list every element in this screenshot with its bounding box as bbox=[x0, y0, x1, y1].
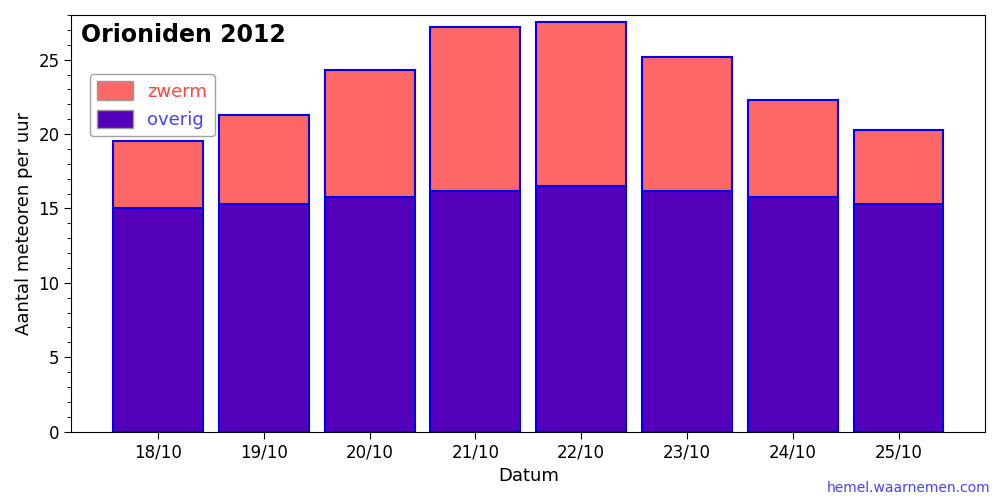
Bar bbox=[854, 204, 943, 432]
X-axis label: Datum: Datum bbox=[498, 467, 559, 485]
Bar bbox=[219, 114, 309, 204]
Bar bbox=[536, 186, 626, 432]
Bar bbox=[325, 196, 415, 432]
Text: Orioniden 2012: Orioniden 2012 bbox=[81, 24, 285, 48]
Bar bbox=[748, 196, 838, 432]
Text: hemel.waarnemen.com: hemel.waarnemen.com bbox=[826, 481, 990, 495]
Bar bbox=[642, 190, 732, 432]
Bar bbox=[748, 100, 838, 196]
Bar bbox=[854, 130, 943, 204]
Bar bbox=[430, 27, 520, 190]
Bar bbox=[430, 190, 520, 432]
Bar bbox=[113, 208, 203, 432]
Bar bbox=[113, 142, 203, 208]
Y-axis label: Aantal meteoren per uur: Aantal meteoren per uur bbox=[15, 112, 33, 335]
Bar bbox=[219, 204, 309, 432]
Bar bbox=[325, 70, 415, 196]
Legend: zwerm, overig: zwerm, overig bbox=[90, 74, 215, 136]
Bar bbox=[536, 22, 626, 186]
Bar bbox=[642, 56, 732, 190]
